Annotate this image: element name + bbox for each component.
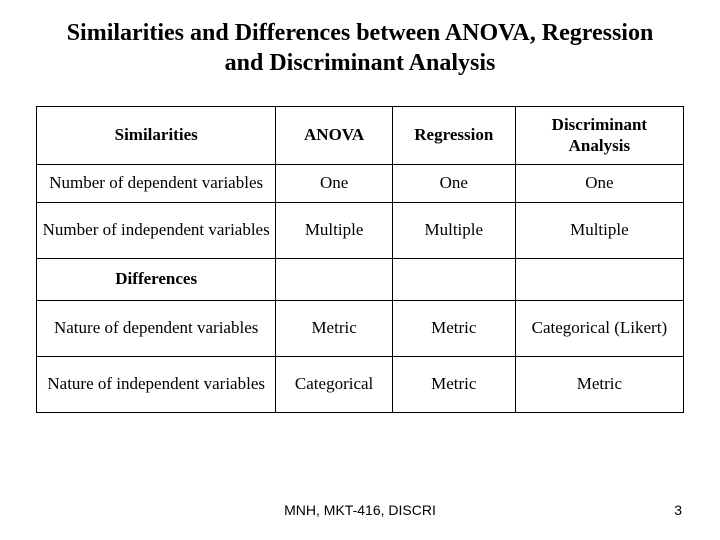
- header-discriminant: Discriminant Analysis: [515, 107, 683, 165]
- header-anova: ANOVA: [276, 107, 392, 165]
- cell-discriminant: Metric: [515, 357, 683, 413]
- table-row: Nature of dependent variables Metric Met…: [37, 301, 684, 357]
- cell-anova: Categorical: [276, 357, 392, 413]
- cell-anova: Multiple: [276, 203, 392, 259]
- cell-discriminant: One: [515, 165, 683, 203]
- section-row-differences: Differences: [37, 259, 684, 301]
- header-similarities: Similarities: [37, 107, 276, 165]
- row-label: Number of dependent variables: [37, 165, 276, 203]
- row-label: Nature of dependent variables: [37, 301, 276, 357]
- cell-regression: One: [392, 165, 515, 203]
- row-label: Number of independent variables: [37, 203, 276, 259]
- table-row: Number of dependent variables One One On…: [37, 165, 684, 203]
- cell-anova: One: [276, 165, 392, 203]
- section-label-differences: Differences: [37, 259, 276, 301]
- slide-footer: MNH, MKT-416, DISCRI 3: [0, 502, 720, 518]
- table-header-row: Similarities ANOVA Regression Discrimina…: [37, 107, 684, 165]
- table-row: Nature of independent variables Categori…: [37, 357, 684, 413]
- cell-discriminant: Categorical (Likert): [515, 301, 683, 357]
- table-row: Number of independent variables Multiple…: [37, 203, 684, 259]
- table-container: Similarities ANOVA Regression Discrimina…: [0, 78, 720, 413]
- cell-regression: Multiple: [392, 203, 515, 259]
- page-number: 3: [674, 502, 682, 518]
- blank-cell: [515, 259, 683, 301]
- comparison-table: Similarities ANOVA Regression Discrimina…: [36, 106, 684, 413]
- footer-text: MNH, MKT-416, DISCRI: [0, 502, 720, 518]
- blank-cell: [276, 259, 392, 301]
- cell-discriminant: Multiple: [515, 203, 683, 259]
- row-label: Nature of independent variables: [37, 357, 276, 413]
- slide-title: Similarities and Differences between ANO…: [0, 0, 720, 78]
- cell-anova: Metric: [276, 301, 392, 357]
- blank-cell: [392, 259, 515, 301]
- cell-regression: Metric: [392, 357, 515, 413]
- header-regression: Regression: [392, 107, 515, 165]
- cell-regression: Metric: [392, 301, 515, 357]
